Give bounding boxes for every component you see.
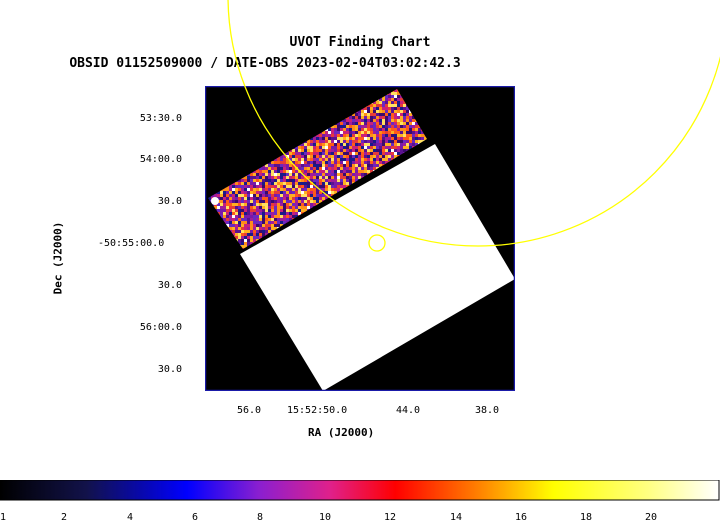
y-tick-label: 30.0 [157, 196, 182, 207]
bright-source [211, 197, 219, 205]
colorbar-tick-label: 12 [383, 512, 397, 523]
large-error-circle [227, 0, 720, 247]
y-tick-label: 30.0 [157, 280, 182, 291]
y-tick-label: 54:00.0 [139, 154, 182, 165]
x-axis-label: RA (J2000) [308, 426, 375, 439]
colorbar-gradient [0, 480, 720, 501]
chart-subtitle: OBSID 01152509000 / DATE-OBS 2023-02-04T… [69, 56, 461, 71]
y-tick-label: 56:00.0 [139, 322, 182, 333]
colorbar-tick-label: 2 [60, 512, 68, 523]
y-tick-label: -50:55:00.0 [98, 238, 165, 249]
colorbar-tick-label: 6 [191, 512, 199, 523]
chart-title: UVOT Finding Chart [289, 35, 431, 50]
y-tick-label: 53:30.0 [139, 113, 182, 124]
colorbar-tick-label: 8 [256, 512, 264, 523]
saturated-exposure-region [240, 144, 515, 391]
x-tick-label: 38.0 [475, 405, 500, 416]
colorbar-tick-label: 1 [0, 512, 7, 523]
region-overlay [227, 0, 720, 252]
colorbar-tick-label: 18 [579, 512, 593, 523]
image-panel [205, 86, 515, 391]
y-tick-label: 30.0 [157, 364, 182, 375]
x-tick-label: 56.0 [237, 405, 262, 416]
colorbar-tick-label: 16 [514, 512, 528, 523]
colorbar-tick-label: 10 [318, 512, 332, 523]
target-marker-circle [368, 234, 386, 252]
x-tick-label: 15:52:50.0 [287, 405, 348, 416]
colorbar-tick-label: 20 [644, 512, 658, 523]
colorbar [0, 480, 720, 501]
image-frame [205, 86, 515, 391]
colorbar-tick-label: 4 [126, 512, 134, 523]
colorbar-tick-label: 14 [449, 512, 463, 523]
x-tick-label: 44.0 [396, 405, 421, 416]
